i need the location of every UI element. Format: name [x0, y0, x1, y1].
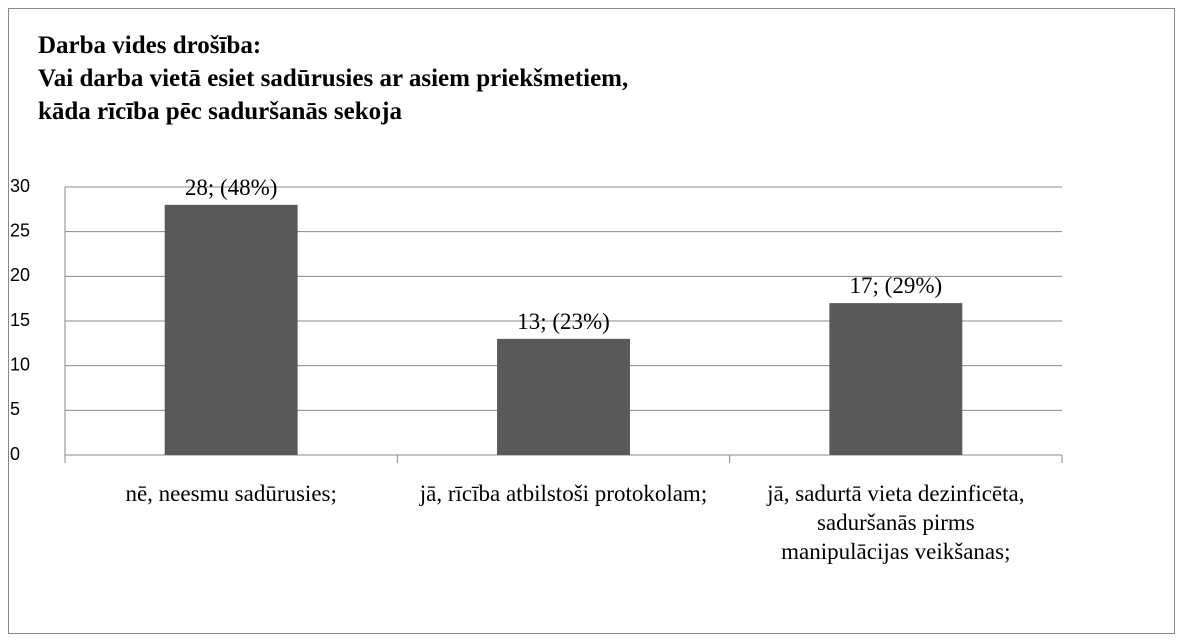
value-label: 13; (23%) [517, 309, 610, 334]
y-tick-label: 5 [10, 399, 20, 419]
bar [497, 338, 630, 455]
chart-border [8, 8, 1175, 634]
y-tick-label: 20 [10, 265, 30, 285]
y-tick-label: 15 [10, 310, 30, 330]
x-tick-label: jā, sadurtā vieta dezinficēta, saduršanā… [767, 481, 1025, 564]
value-label: 28; (48%) [185, 175, 278, 200]
bar [829, 303, 963, 455]
x-tick-label: jā, rīcība atbilstoši protokolam; [419, 481, 708, 506]
x-tick-label: nē, neesmu sadūrusies; [125, 481, 337, 506]
chart-title: Vai darba vietā esiet sadūrusies ar asie… [38, 65, 628, 92]
y-tick-label: 30 [10, 176, 30, 196]
chart-title: kāda rīcība pēc saduršanās sekoja [38, 98, 402, 125]
y-tick-label: 0 [10, 444, 20, 464]
chart-title: Darba vides drošība: [38, 32, 261, 59]
y-tick-label: 25 [10, 220, 30, 240]
value-label: 17; (29%) [850, 273, 943, 298]
bar [164, 204, 298, 455]
y-tick-label: 10 [10, 354, 30, 374]
